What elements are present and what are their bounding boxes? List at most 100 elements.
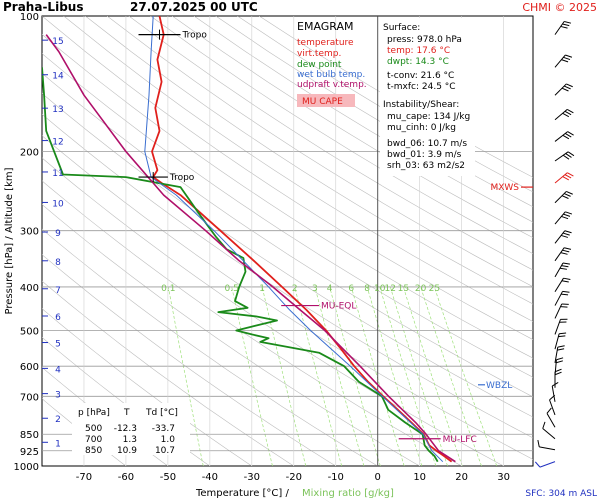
- table-cell-td-500: -33.7: [152, 424, 175, 434]
- x-axis-label-mixing: Mixing ratio [g/kg]: [302, 488, 394, 499]
- mixing-ratio-line: [434, 286, 498, 466]
- y-axis-label: Pressure [hPa] / Altitude [km]: [4, 167, 15, 314]
- mixing-ratio-label: 2: [292, 284, 298, 294]
- wind-barb-flag: [551, 381, 559, 387]
- wind-barb-flag: [564, 110, 572, 116]
- wind-barb-flag: [554, 368, 562, 373]
- wind-barb-flag: [562, 249, 570, 253]
- pressure-tick-label: 300: [20, 227, 39, 238]
- mixing-ratio-label: 20: [415, 284, 427, 294]
- datetime-title: 27.07.2025 00 UTC: [130, 0, 258, 14]
- legend: EMAGRAM temperature virt.temp. dew point…: [297, 20, 367, 107]
- wind-barb-flag: [567, 131, 574, 136]
- mu-cinh-value: mu_cinh: 0 J/kg: [387, 123, 456, 133]
- wind-barb-flag: [546, 407, 552, 414]
- pressure-tick-label: 100: [20, 12, 39, 23]
- temperature-tick-label: 0: [375, 472, 381, 483]
- altitude-tick-label: 9: [55, 229, 61, 239]
- station-title: Praha-Libus: [3, 0, 83, 14]
- wind-barb: [549, 399, 556, 416]
- axis-ticks: 0.1 0.5 1 2 3 4 6 8 10 12 15 20 25100200300400500600…: [14, 12, 510, 483]
- mixing-ratio-label: 15: [398, 284, 409, 294]
- altitude-tick-label: 11: [52, 169, 63, 179]
- wind-barb-flag: [534, 461, 541, 468]
- wind-barb: [546, 413, 556, 428]
- mixing-ratio-label: 0.5: [225, 284, 239, 294]
- wbzl-label: WBZL: [486, 381, 512, 391]
- wind-barb-flag: [555, 360, 563, 364]
- wind-barb-flag: [557, 348, 565, 351]
- temperature-tick-label: 20: [455, 472, 468, 483]
- pressure-tick-label: 850: [20, 430, 39, 441]
- mixing-ratio-label: 8: [364, 284, 370, 294]
- wind-barb-flag: [564, 230, 572, 234]
- temperature-tick-label: -30: [244, 472, 260, 483]
- dry-adiabat: [42, 53, 533, 378]
- bwd-06-value: bwd_06: 10.7 m/s: [387, 139, 467, 149]
- series-line-dew-point: [42, 67, 439, 463]
- bwd-01-value: bwd_01: 3.9 m/s: [387, 150, 462, 160]
- mu-eql-label: MU-EQL: [321, 302, 356, 312]
- legend-dew-point: dew point: [297, 60, 342, 70]
- tropopause-label-upper: Tropo: [181, 31, 207, 41]
- mxws-label: MXWS: [490, 183, 519, 193]
- sfc-label: SFC: 304 m ASL: [525, 489, 597, 499]
- wind-barb-flag: [562, 154, 570, 160]
- dry-adiabat: [128, 16, 533, 271]
- mixing-ratio-label: 6: [348, 284, 354, 294]
- surface-heading: Surface:: [383, 23, 420, 33]
- wind-barb: [539, 461, 556, 468]
- altitude-tick-label: 7: [55, 286, 61, 296]
- table-cell-td-850: 10.7: [155, 446, 175, 456]
- legend-updraft: udpraft v.temp.: [297, 80, 367, 90]
- dry-adiabat: [42, 16, 533, 340]
- pressure-tick-label: 500: [20, 327, 39, 338]
- wind-barb: [554, 247, 565, 262]
- wind-barb-flag: [561, 234, 569, 238]
- wind-barb: [539, 446, 556, 451]
- temperature-tick-label: -10: [328, 472, 344, 483]
- wind-barb-flag: [563, 193, 571, 197]
- wind-barb-flag: [562, 232, 570, 236]
- pressure-tick-label: 700: [20, 392, 39, 403]
- wind-barb: [554, 262, 564, 278]
- series-line-udpraft-v-temp-: [45, 34, 456, 463]
- surface-info-box: Surface: press: 978.0 hPa temp: 17.6 °C …: [380, 18, 475, 176]
- dry-adiabat: [42, 72, 533, 398]
- wind-barb-flag: [561, 87, 569, 92]
- wind-barb: [551, 385, 556, 402]
- dry-adiabat: [63, 16, 533, 322]
- tropopause-label-lower: Tropo: [169, 173, 195, 183]
- wind-barb-flag: [537, 439, 540, 448]
- altitude-tick-label: 15: [52, 37, 63, 47]
- altitude-tick-label: 10: [52, 199, 64, 209]
- wind-barb-flag: [561, 215, 569, 220]
- wind-barb-flag: [564, 174, 572, 179]
- wind-barb-flag: [567, 151, 575, 157]
- wind-barb-flag: [567, 108, 574, 114]
- wind-barb-flag: [561, 59, 569, 63]
- legend-wet-bulb: wet bulb temp.: [297, 70, 365, 80]
- altitude-tick-label: 1: [55, 439, 61, 449]
- wind-barb: [542, 428, 556, 440]
- table-cell-p-700: 700: [85, 435, 102, 445]
- surface-temp: temp: 17.6 °C: [387, 46, 450, 56]
- temperature-tick-label: -60: [118, 472, 134, 483]
- mixing-ratio-label: 3: [312, 284, 318, 294]
- table-cell-td-700: 1.0: [161, 435, 176, 445]
- wind-barb-flag: [561, 293, 569, 296]
- table-cell-t-700: 1.3: [123, 435, 137, 445]
- wind-barb-flag: [566, 190, 573, 195]
- wind-barb-flag: [562, 23, 570, 27]
- wind-barb-flag: [549, 394, 556, 401]
- temperature-tick-label: -20: [286, 472, 302, 483]
- dry-adiabat: [106, 16, 533, 288]
- wind-barb-flag: [562, 262, 570, 265]
- dry-adiabat: [150, 16, 533, 255]
- legend-virt-temp: virt.temp.: [297, 49, 341, 59]
- temperature-tick-label: 30: [497, 472, 510, 483]
- wind-barb: [554, 54, 566, 68]
- level-markers: Tropo Tropo MU-EQL MU-LFC MXWS WBZL: [138, 29, 533, 445]
- wind-barb: [554, 277, 564, 293]
